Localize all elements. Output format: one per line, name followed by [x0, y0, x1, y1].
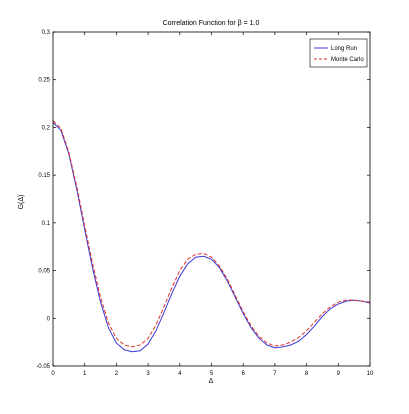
x-tick-label: 3	[146, 371, 150, 377]
y-tick-label: -0.05	[36, 364, 50, 370]
y-tick-label: 0.25	[38, 78, 50, 84]
x-tick-label: 0	[51, 371, 55, 377]
y-tick-label: 0.3	[42, 30, 51, 36]
x-tick-label: 9	[337, 371, 341, 377]
y-tick-label: 0.1	[42, 221, 51, 227]
y-axis-label: G(Δ)	[18, 195, 25, 210]
legend-label-1: Long Run	[331, 46, 357, 52]
chart-title: Correlation Function for β = 1.0	[163, 20, 260, 27]
x-tick-label: 5	[210, 371, 214, 377]
x-tick-label: 4	[178, 371, 182, 377]
x-tick-label: 6	[242, 371, 246, 377]
series-line-2	[52, 120, 371, 348]
y-tick-label: 0.15	[38, 173, 50, 179]
x-axis-label: Δ	[209, 378, 214, 385]
legend-box	[309, 38, 368, 68]
series-line-1	[52, 122, 371, 353]
legend-label-2: Monte Carlo	[331, 57, 364, 63]
y-tick-label: 0.05	[38, 269, 50, 275]
y-tick-label: 0	[47, 316, 51, 322]
x-tick-label: 10	[367, 371, 374, 377]
x-tick-label: 7	[273, 371, 277, 377]
x-tick-label: 8	[305, 371, 309, 377]
y-tick-label: 0.2	[42, 125, 51, 131]
x-tick-label: 1	[83, 371, 87, 377]
x-tick-label: 2	[115, 371, 119, 377]
